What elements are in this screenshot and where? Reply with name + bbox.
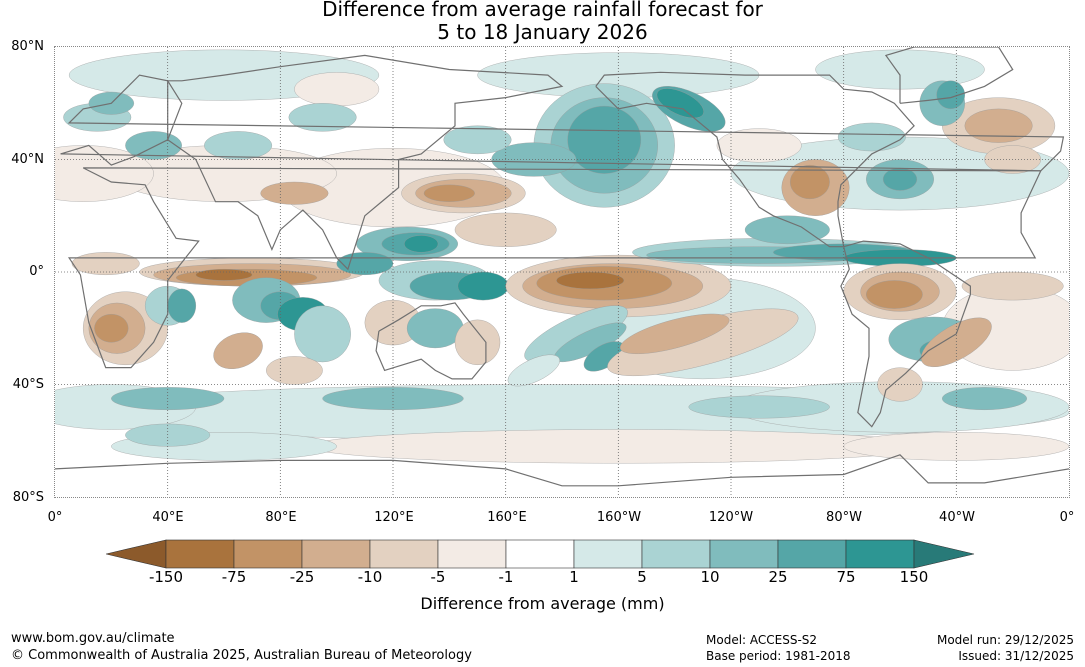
lon-label-40w: 40°W	[939, 510, 975, 525]
dry-anomaly-contour	[866, 280, 923, 309]
colorbar-cell	[505, 539, 575, 569]
colorbar-tick-label: -10	[357, 568, 383, 586]
wet-anomaly-contour	[167, 288, 197, 323]
dry-anomaly-contour	[266, 356, 323, 385]
colorbar-cell	[709, 539, 779, 569]
lon-label-160e: 160°E	[487, 510, 527, 525]
dry-anomaly-contour	[789, 164, 830, 200]
footer-model: Model: ACCESS-S2	[706, 633, 818, 647]
lon-label-120w: 120°W	[708, 510, 754, 525]
lat-label-80s: 80°S	[12, 490, 44, 505]
wet-anomaly-contour	[507, 354, 560, 387]
dry-anomaly-contour	[94, 314, 129, 343]
lon-label-160w: 160°W	[596, 510, 642, 525]
footer-model-run: Model run: 29/12/2025	[936, 633, 1074, 647]
colorbar-tick-label: 150	[899, 568, 929, 586]
dry-anomaly-contour	[619, 313, 730, 354]
coastline	[840, 240, 972, 428]
colorbar-label: Difference from average (mm)	[420, 594, 665, 613]
wet-anomaly-contour	[656, 88, 704, 119]
lon-label-80w: 80°W	[826, 510, 862, 525]
wet-anomaly-contour	[882, 167, 918, 191]
wet-anomaly-contour	[837, 122, 906, 152]
wet-anomaly-contour	[288, 103, 357, 132]
coastline	[884, 47, 1014, 104]
lat-label-0: 0°	[29, 264, 44, 279]
dry-anomaly-contour	[716, 128, 802, 163]
lon-label-80e: 80°E	[265, 510, 297, 525]
colorbar-high-arrow	[913, 539, 975, 569]
footer-copyright: © Commonwealth of Australia 2025, Austra…	[11, 648, 472, 663]
colorbar	[106, 539, 975, 569]
lon-label-0-east: 0°	[1059, 510, 1075, 525]
dry-anomaly-contour	[964, 108, 1033, 143]
wet-anomaly-contour	[443, 125, 512, 155]
footer-base-period: Base period: 1981-2018	[706, 649, 851, 663]
lat-label-80n: 80°N	[11, 39, 44, 54]
colorbar-cell	[845, 539, 915, 569]
dry-anomaly-contour	[454, 319, 501, 365]
colorbar-tick-label: -1	[498, 568, 514, 586]
wet-anomaly-contour	[744, 215, 830, 245]
colorbar-tick-label: 75	[836, 568, 856, 586]
wet-anomaly-contour	[567, 105, 642, 174]
colorbar-tick-label: 25	[768, 568, 788, 586]
colorbar-cell	[777, 539, 847, 569]
map-canvas	[55, 47, 1069, 497]
dry-anomaly-contour	[260, 181, 329, 205]
coastline	[595, 71, 915, 248]
lat-label-40n: 40°N	[11, 152, 44, 167]
wet-anomaly-contour	[336, 252, 394, 275]
colorbar-tick-label: -25	[289, 568, 315, 586]
colorbar-tick-label: 1	[569, 568, 579, 586]
graticule	[55, 47, 1069, 497]
lon-label-120e: 120°E	[374, 510, 414, 525]
colorbar-tick-label: -150	[148, 568, 184, 586]
wet-anomaly-contour	[404, 235, 439, 253]
dry-anomaly-contour	[195, 269, 253, 281]
colorbar-tick-label: 10	[700, 568, 720, 586]
coastline	[375, 302, 487, 380]
colorbar-cell	[233, 539, 303, 569]
lat-label-40s: 40°S	[12, 377, 44, 392]
colorbar-cell	[573, 539, 643, 569]
dry-anomaly-contour	[294, 72, 380, 107]
colorbar-tick-label: -5	[430, 568, 446, 586]
colorbar-cell	[437, 539, 507, 569]
wet-anomaly-contour	[204, 131, 273, 160]
wet-anomaly-contour	[942, 387, 1027, 410]
coastline	[167, 54, 564, 271]
coastline	[67, 167, 1042, 369]
wet-anomaly-contour	[457, 271, 509, 301]
colorbar-cell	[165, 539, 235, 569]
colorbar-cell	[369, 539, 439, 569]
colorbar-cell	[301, 539, 371, 569]
colorbar-tick-label: -75	[221, 568, 247, 586]
dry-anomaly-contour	[920, 317, 992, 368]
footer-url[interactable]: www.bom.gov.au/climate	[11, 631, 175, 646]
dry-anomaly-contour	[213, 332, 263, 369]
coastline	[60, 74, 1065, 172]
wet-anomaly-contour	[491, 142, 577, 177]
wet-anomaly-contour	[294, 305, 351, 363]
anomaly-contours	[55, 49, 1069, 464]
rainfall-anomaly-map	[54, 46, 1070, 498]
dry-anomaly-contour	[961, 271, 1064, 301]
lon-label-40e: 40°E	[152, 510, 184, 525]
map-title-line2: 5 to 18 January 2026	[437, 20, 648, 44]
dry-anomaly-contour	[71, 252, 140, 275]
lon-label-0: 0°	[47, 510, 63, 525]
dry-anomaly-contour	[423, 184, 475, 202]
colorbar-cell	[641, 539, 711, 569]
wet-anomaly-contour	[688, 395, 830, 419]
colorbar-tick-label: 5	[637, 568, 647, 586]
footer-issued: Issued: 31/12/2025	[958, 649, 1074, 663]
map-title-line1: Difference from average rainfall forecas…	[322, 0, 763, 21]
wet-anomaly-contour	[936, 80, 965, 110]
dry-anomaly-contour	[556, 271, 625, 290]
colorbar-low-arrow	[106, 539, 167, 569]
